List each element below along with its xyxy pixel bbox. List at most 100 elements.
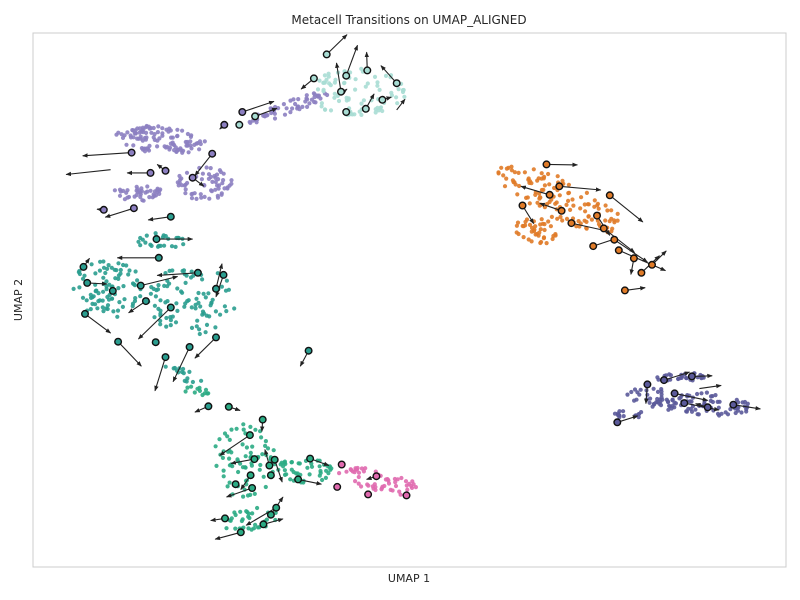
scatter-point [141, 146, 146, 151]
scatter-point [570, 197, 575, 202]
scatter-point [323, 475, 328, 480]
metacell-marker [372, 472, 381, 481]
scatter-point [169, 244, 175, 249]
scatter-point [196, 290, 201, 296]
scatter-point [127, 268, 132, 273]
scatter-point [183, 187, 188, 192]
scatter-point [517, 183, 522, 189]
scatter-point [100, 305, 105, 310]
scatter-point [240, 442, 245, 447]
scatter-point [225, 484, 230, 489]
scatter-point [564, 216, 570, 221]
scatter-point [512, 180, 517, 185]
scatter-point [352, 470, 357, 475]
metacell-marker [154, 253, 163, 262]
scatter-point [148, 188, 153, 193]
scatter-point [183, 389, 188, 394]
scatter-point [715, 411, 721, 416]
scatter-point [529, 181, 534, 186]
scatter-point [375, 80, 380, 85]
scatter-point [550, 236, 555, 242]
scatter-point [77, 268, 82, 274]
scatter-point [395, 101, 400, 106]
metacell-marker [589, 242, 598, 251]
scatter-point [609, 208, 614, 213]
scatter-point [531, 228, 537, 234]
scatter-point [281, 102, 286, 107]
scatter-point [667, 372, 672, 377]
scatter-point [168, 128, 173, 133]
metacell-marker [259, 520, 268, 529]
scatter-point [210, 297, 215, 302]
scatter-point [105, 303, 111, 308]
scatter-point [499, 165, 504, 170]
metacell-marker [342, 107, 351, 116]
scatter-point [246, 526, 251, 531]
scatter-point [96, 299, 101, 304]
scatter-point [137, 189, 142, 194]
scatter-point [175, 127, 180, 132]
scatter-point [363, 466, 368, 471]
scatter-point [288, 98, 293, 103]
transition-arrow [609, 194, 644, 223]
scatter-point [196, 300, 201, 305]
scatter-point [305, 465, 310, 470]
scatter-point [190, 379, 195, 385]
metacell-marker [614, 246, 623, 255]
transition-arrow [154, 356, 167, 392]
scatter-point [204, 165, 209, 170]
scatter-point [158, 187, 163, 192]
scatter-point [157, 136, 162, 141]
scatter-point [210, 179, 215, 184]
scatter-point [655, 389, 661, 394]
scatter-point [666, 407, 671, 412]
metacell-marker [703, 403, 712, 412]
metacell-marker [378, 95, 387, 104]
scatter-point [155, 130, 160, 135]
metacell-marker [613, 418, 622, 427]
scatter-point [185, 131, 190, 137]
scatter-point [253, 522, 258, 527]
scatter-point [241, 422, 246, 427]
scatter-point [526, 237, 531, 242]
scatter-point [192, 142, 197, 147]
metacell-marker [364, 490, 373, 499]
scatter-point [740, 400, 745, 405]
scatter-point [213, 187, 218, 192]
scatter-point [207, 196, 212, 201]
metacell-marker [136, 281, 145, 290]
scatter-point [198, 304, 203, 309]
scatter-point [125, 130, 130, 135]
scatter-point [146, 148, 152, 153]
scatter-point [568, 207, 573, 212]
scatter-point [328, 467, 333, 472]
scatter-point [625, 392, 630, 397]
scatter-point [644, 397, 650, 402]
transition-arrow [194, 153, 213, 177]
scatter-point [101, 259, 106, 264]
scatter-point [667, 403, 672, 408]
scatter-point [160, 131, 165, 136]
scatter-point [693, 407, 698, 412]
scatter-point [579, 195, 584, 200]
metacell-marker [258, 415, 267, 424]
scatter-point [144, 233, 149, 238]
scatter-point [319, 101, 324, 106]
scatter-point [312, 99, 317, 105]
scatter-point [84, 298, 89, 303]
metacell-marker [637, 268, 646, 277]
scatter-point [152, 315, 157, 320]
scatter-point [199, 177, 204, 182]
scatter-point [744, 407, 749, 412]
scatter-point [225, 434, 230, 439]
scatter-point [71, 286, 76, 291]
scatter-point [527, 201, 532, 206]
scatter-point [584, 226, 589, 231]
metacell-marker [161, 166, 170, 175]
metacell-marker [337, 87, 346, 96]
scatter-point [689, 409, 695, 414]
scatter-point [373, 487, 378, 493]
scatter-point [215, 271, 220, 276]
scatter-point [504, 176, 509, 181]
scatter-point [583, 209, 588, 214]
